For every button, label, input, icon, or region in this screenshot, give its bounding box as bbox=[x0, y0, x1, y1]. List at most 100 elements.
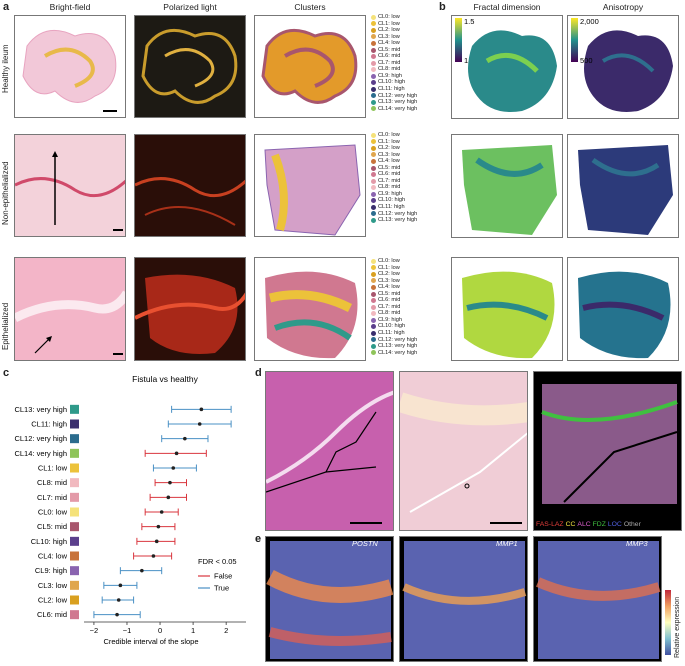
spatial-legend-item: FDZ bbox=[592, 521, 606, 528]
category-label: CL2: low bbox=[38, 596, 68, 605]
legend-label: CL10: high bbox=[378, 79, 406, 86]
legend-label: CL9: high bbox=[378, 190, 402, 197]
category-label: CL14: very high bbox=[14, 449, 67, 458]
legend-swatch bbox=[371, 145, 376, 151]
panel-d-label: d bbox=[255, 367, 262, 379]
legend-swatch bbox=[371, 337, 376, 343]
mean-point bbox=[171, 466, 176, 470]
legend-item: CL9: high bbox=[371, 73, 417, 80]
category-label: CL12: very high bbox=[14, 434, 67, 443]
legend-label: CL14: very high bbox=[378, 105, 418, 112]
legend-label: CL0: low bbox=[378, 14, 400, 20]
legend-swatch bbox=[371, 258, 376, 264]
category-swatch bbox=[70, 580, 79, 590]
epi-clusters-image bbox=[254, 257, 366, 361]
category-swatch bbox=[70, 492, 79, 502]
legend-item: CL10: high bbox=[371, 323, 417, 330]
x-tick-label: −2 bbox=[90, 626, 99, 635]
legend-item: CL0: low bbox=[371, 14, 417, 21]
expression-colorbar bbox=[665, 590, 671, 655]
panel-b-label: b bbox=[439, 1, 446, 13]
mean-point bbox=[115, 612, 119, 617]
gene-label-postn: POSTN bbox=[352, 539, 378, 548]
healthy-polarized-image bbox=[134, 15, 246, 118]
legend-label: CL0: low bbox=[378, 132, 400, 138]
healthy-clusters-image bbox=[254, 15, 366, 118]
healthy-anisotropy-map bbox=[567, 15, 679, 119]
legend-label: CL4: low bbox=[378, 158, 400, 165]
mean-point bbox=[197, 422, 202, 426]
legend-label: CL1: low bbox=[378, 20, 400, 27]
legend-swatch bbox=[371, 284, 376, 290]
legend-label: CL7: mid bbox=[378, 303, 401, 310]
legend-swatch bbox=[371, 73, 376, 79]
legend-swatch bbox=[371, 165, 376, 171]
legend-item: CL4: low bbox=[371, 158, 417, 165]
legend-item: CL14: very high bbox=[371, 106, 417, 113]
legend-label: CL1: low bbox=[378, 264, 400, 271]
legend-item: CL7: mid bbox=[371, 60, 417, 67]
legend-label: CL14: very high bbox=[378, 349, 418, 356]
forest-plot-chart: Fistula vs healthy −2 −1 0 1 2 Credible interv… bbox=[14, 374, 246, 646]
legend-item: CL10: high bbox=[371, 79, 417, 86]
category-swatch bbox=[70, 566, 79, 576]
legend-label: CL13: very high bbox=[378, 217, 418, 224]
legend-label: CL10: high bbox=[378, 323, 406, 330]
legend-item: CL5: mid bbox=[371, 47, 417, 54]
legend-item: CL8: mid bbox=[371, 310, 417, 317]
legend-item: CL0: low bbox=[371, 132, 417, 139]
legend-swatch bbox=[371, 172, 376, 178]
legend-item: CL12: very high bbox=[371, 337, 417, 344]
fractal-colorbar-min: 1 bbox=[464, 56, 469, 65]
epi-brightfield-image bbox=[14, 257, 126, 361]
legend-label: CL8: mid bbox=[378, 310, 401, 317]
col-title-polarized: Polarized light bbox=[163, 2, 217, 12]
legend-label: CL0: low bbox=[378, 258, 400, 264]
spatial-cluster-map-image bbox=[533, 371, 682, 531]
legend-swatch bbox=[371, 139, 376, 145]
mean-point bbox=[159, 510, 164, 514]
legend-swatch bbox=[371, 330, 376, 336]
category-label: CL9: high bbox=[35, 566, 67, 575]
legend-label: CL8: mid bbox=[378, 184, 401, 191]
legend-item: CL4: low bbox=[371, 40, 417, 47]
legend-swatch bbox=[371, 265, 376, 271]
legend-label: CL1: low bbox=[378, 138, 400, 145]
legend-swatch bbox=[371, 350, 376, 356]
legend-label: CL5: mid bbox=[378, 290, 401, 297]
category-swatch bbox=[70, 551, 79, 561]
legend-item: CL13: very high bbox=[371, 99, 417, 106]
legend-label: CL2: low bbox=[378, 145, 400, 152]
nonepi-fractal-map bbox=[451, 134, 563, 238]
legend-swatch bbox=[371, 99, 376, 105]
spatial-legend-item: Other bbox=[623, 521, 641, 528]
legend-label: False bbox=[214, 572, 232, 581]
row-label-healthy: Healthy ileum bbox=[1, 44, 10, 93]
legend-swatch bbox=[371, 14, 376, 20]
legend-label: CL7: mid bbox=[378, 59, 401, 66]
anisotropy-colorbar-min: 500 bbox=[580, 56, 593, 65]
mean-point bbox=[168, 480, 172, 485]
category-swatch bbox=[70, 404, 79, 414]
legend-label: CL3: low bbox=[378, 151, 400, 158]
legend-epi: CL0: low CL1: low CL2: low CL3: low CL4: low… bbox=[371, 258, 417, 356]
category-swatch bbox=[70, 522, 79, 532]
panel-c-label: c bbox=[3, 367, 10, 379]
legend-swatch bbox=[371, 185, 376, 191]
category-swatch bbox=[70, 595, 79, 605]
legend-swatch bbox=[371, 152, 376, 158]
legend-item: CL7: mid bbox=[371, 304, 417, 311]
spatial-legend: FAS-LAZ CC ALC FDZ LOC Other bbox=[536, 521, 643, 528]
healthy-brightfield-image bbox=[14, 15, 126, 118]
mean-point bbox=[116, 598, 121, 602]
category-swatch bbox=[70, 536, 79, 546]
legend-label: CL12: very high bbox=[378, 92, 418, 99]
category-swatch bbox=[70, 448, 79, 458]
row-label-epi: Epithelialized bbox=[1, 302, 10, 350]
legend-nonepi: CL0: low CL1: low CL2: low CL3: low CL4: low… bbox=[371, 132, 417, 224]
fractal-colorbar-max: 1.5 bbox=[464, 17, 475, 26]
col-title-clusters: Clusters bbox=[294, 2, 326, 12]
legend-label: CL2: low bbox=[378, 27, 400, 34]
gene-map-postn bbox=[265, 536, 394, 662]
healthy-fractal-map bbox=[451, 15, 563, 119]
